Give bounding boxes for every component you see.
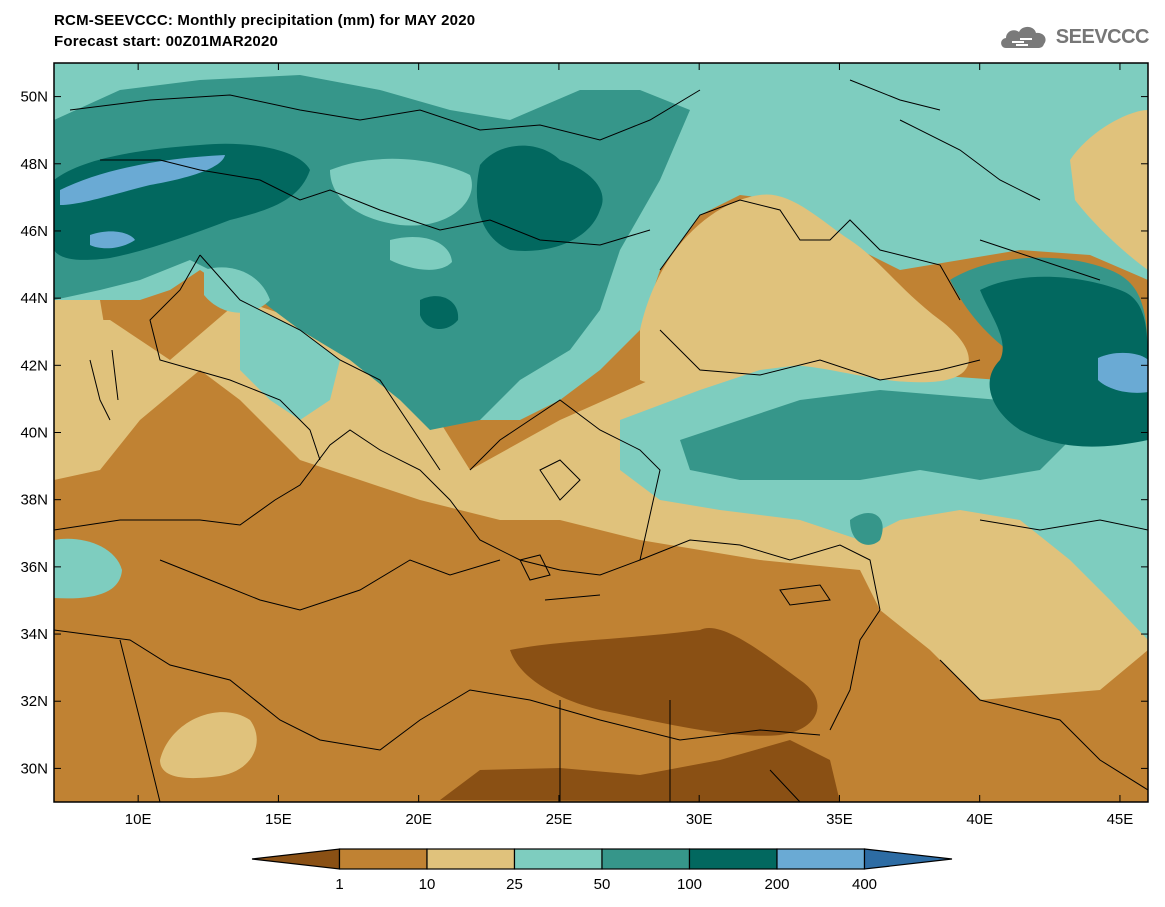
legend-swatch	[863, 848, 953, 870]
lon-tick-label: 20E	[405, 811, 432, 828]
legend-label: 200	[764, 876, 789, 893]
lat-tick-label: 46N	[20, 223, 48, 240]
lon-tick-label: 40E	[966, 811, 993, 828]
legend-label: 100	[677, 876, 702, 893]
legend-label: 25	[506, 876, 523, 893]
legend-swatch	[776, 848, 866, 870]
color-legend: 1 10 25 50 100 200 400	[251, 848, 953, 893]
lat-tick-label: 44N	[20, 290, 48, 307]
logo-text: SEEVCCC	[1055, 25, 1150, 48]
lat-tick-label: 50N	[20, 89, 48, 106]
legend-swatch	[688, 848, 778, 870]
lon-tick-label: 15E	[265, 811, 292, 828]
lon-tick-label: 35E	[826, 811, 853, 828]
lat-tick-label: 34N	[20, 626, 48, 643]
legend-label: 10	[419, 876, 436, 893]
lon-tick-label: 10E	[125, 811, 152, 828]
lon-tick-label: 45E	[1107, 811, 1134, 828]
legend-swatch	[601, 848, 691, 870]
lat-tick-label: 40N	[20, 425, 48, 442]
legend-label: 1	[335, 876, 343, 893]
legend-swatch	[338, 848, 428, 870]
forecast-start-subtitle: Forecast start: 00Z01MAR2020	[54, 33, 279, 50]
lon-tick-label: 25E	[546, 811, 573, 828]
lat-tick-label: 32N	[20, 693, 48, 710]
legend-label: 400	[852, 876, 877, 893]
precipitation-field	[54, 63, 1148, 802]
axis-ticks: 10E 15E 20E 25E 30E 35E 40E 45E 50N 48N 46N 44N 42N 4…	[20, 63, 1148, 828]
legend-swatch	[513, 848, 603, 870]
coastlines-borders	[54, 79, 1148, 802]
lat-tick-label: 36N	[20, 559, 48, 576]
cloud-logo-icon	[1000, 26, 1046, 48]
lat-tick-label: 48N	[20, 156, 48, 173]
seevccc-logo: SEEVCCC	[998, 22, 1150, 52]
lat-tick-label: 42N	[20, 357, 48, 374]
lat-tick-label: 30N	[20, 760, 48, 777]
legend-swatch	[426, 848, 516, 870]
lat-tick-label: 38N	[20, 492, 48, 509]
legend-swatch	[251, 848, 341, 870]
legend-label: 50	[594, 876, 611, 893]
lon-tick-label: 30E	[686, 811, 713, 828]
map-title: RCM-SEEVCCC: Monthly precipitation (mm) …	[54, 12, 476, 29]
